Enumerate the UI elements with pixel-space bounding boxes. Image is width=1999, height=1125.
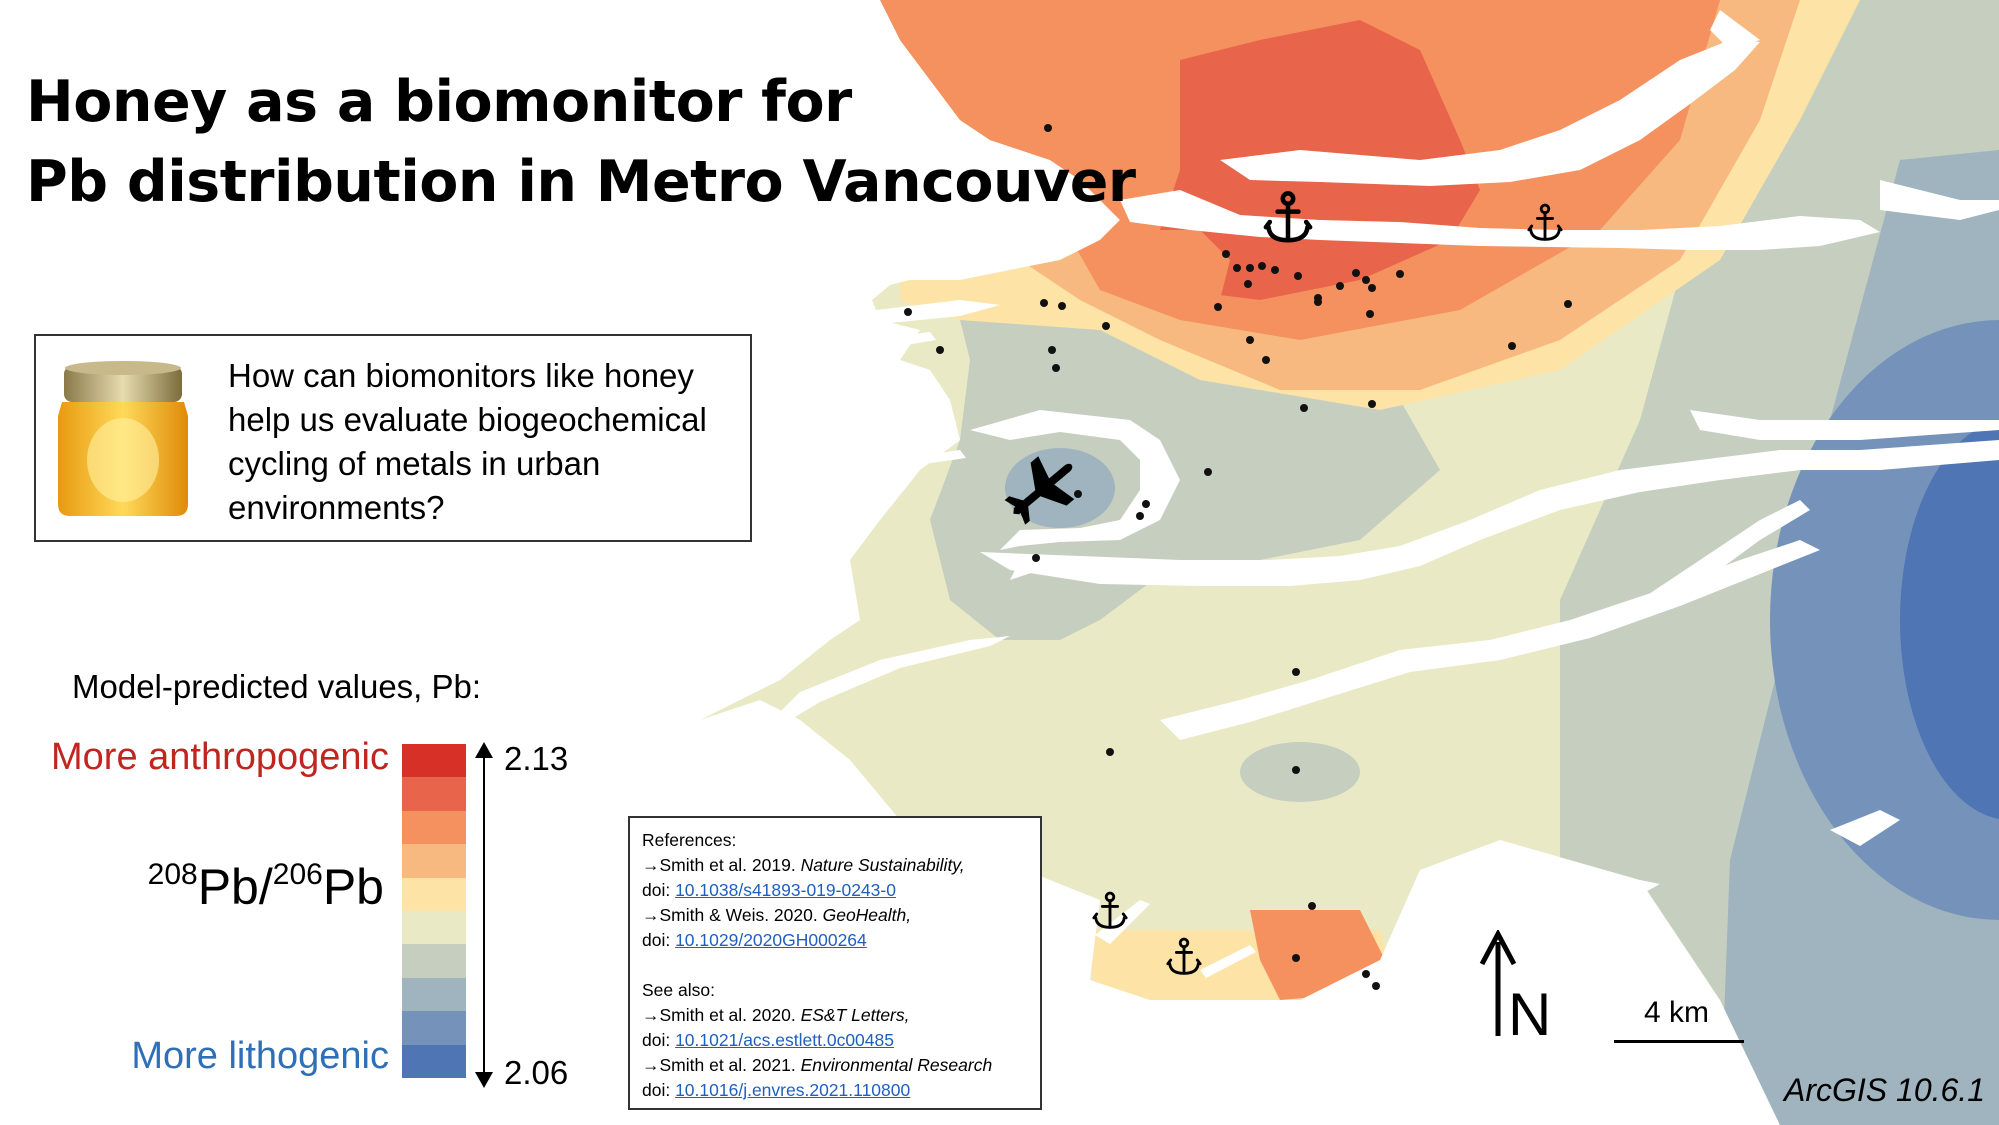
- legend-swatch: [402, 744, 466, 778]
- legend-swatch: [402, 877, 466, 911]
- legend-color-ramp: [402, 744, 466, 1078]
- doi-link[interactable]: 10.1016/j.envres.2021.110800: [675, 1080, 911, 1100]
- reference-doi: doi: 10.1021/acs.estlett.0c00485: [642, 1030, 894, 1050]
- see-also-heading: See also:: [642, 980, 715, 1000]
- references-heading: References:: [642, 830, 737, 850]
- reference-citation: →Smith et al. 2020. ES&T Letters,: [642, 1005, 910, 1025]
- reference-citation: →Smith et al. 2019. Nature Sustainabilit…: [642, 855, 965, 875]
- legend-swatch: [402, 910, 466, 945]
- reference-citation: →Smith & Weis. 2020. GeoHealth,: [642, 905, 912, 925]
- airplane-icon: [1004, 456, 1075, 525]
- reference-doi: doi: 10.1038/s41893-019-0243-0: [642, 880, 896, 900]
- legend-swatch: [402, 844, 466, 878]
- legend-range-arrow: [475, 742, 493, 1088]
- title-line-1: Honey as a biomonitor for: [26, 69, 852, 135]
- honey-sample-sites: [904, 124, 1572, 990]
- honey-jar-icon: [58, 361, 188, 516]
- isotope-208: 208: [147, 858, 198, 891]
- legend-swatch: [402, 777, 466, 811]
- legend-title: Model-predicted values, Pb:: [72, 668, 482, 705]
- doi-link[interactable]: 10.1038/s41893-019-0243-0: [675, 880, 896, 900]
- anchor-icon: [1166, 937, 1202, 975]
- legend-swatch: [402, 1011, 466, 1045]
- isotope-206: 206: [272, 858, 323, 891]
- legend-label-anthropogenic: More anthropogenic: [51, 736, 389, 778]
- scale-bar: [1614, 1040, 1744, 1043]
- legend-swatch: [402, 1044, 466, 1078]
- page-title: Honey as a biomonitor for Pb distributio…: [26, 62, 1136, 222]
- references-box: References: →Smith et al. 2019. Nature S…: [628, 816, 1042, 1110]
- doi-link[interactable]: 10.1021/acs.estlett.0c00485: [675, 1030, 894, 1050]
- reference-citation: →Smith et al. 2021. Environmental Resear…: [642, 1055, 993, 1075]
- software-credit: ArcGIS 10.6.1: [1784, 1072, 1985, 1108]
- reference-doi: doi: 10.1016/j.envres.2021.110800: [642, 1080, 911, 1100]
- isotope-ratio-label: 208Pb/206Pb: [148, 858, 384, 916]
- legend-max-value: 2.13: [504, 740, 569, 777]
- legend-label-lithogenic: More lithogenic: [131, 1035, 389, 1077]
- legend-swatch: [402, 810, 466, 845]
- anchor-icon: [1092, 891, 1128, 929]
- legend-min-value: 2.06: [504, 1054, 569, 1091]
- question-box: How can biomonitors like honey help us e…: [34, 334, 752, 542]
- legend-swatch: [402, 944, 466, 978]
- doi-link[interactable]: 10.1029/2020GH000264: [675, 930, 867, 950]
- legend-swatch: [402, 977, 466, 1012]
- north-label: N: [1508, 981, 1552, 1048]
- anchor-icon: [1527, 203, 1563, 241]
- title-line-2: Pb distribution in Metro Vancouver: [26, 149, 1136, 215]
- ratio-pb-1: Pb/: [197, 859, 273, 915]
- reference-doi: doi: 10.1029/2020GH000264: [642, 930, 867, 950]
- research-question: How can biomonitors like honey help us e…: [228, 357, 707, 526]
- north-arrow-icon: [1479, 930, 1517, 1036]
- water-channels: [780, 10, 1999, 978]
- anchor-icon: [1263, 191, 1313, 243]
- scale-bar-label: 4 km: [1644, 996, 1710, 1029]
- ratio-pb-2: Pb: [322, 859, 384, 915]
